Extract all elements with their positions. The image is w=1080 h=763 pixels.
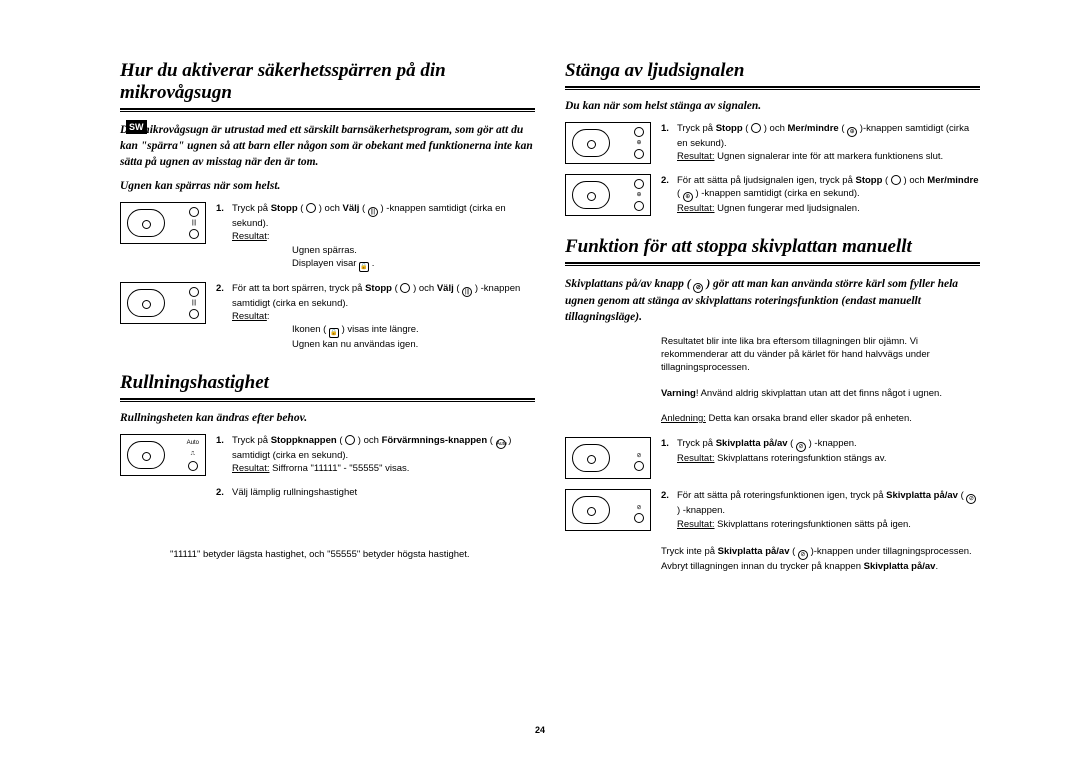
safety-intro: Din mikrovågsugn är utrustad med ett sär… <box>120 122 535 170</box>
step-text: Tryck på Stoppknappen ( ) och Förvärmnin… <box>232 434 535 476</box>
roll-step-2: 2. Välj lämplig rullningshastighet <box>120 486 535 528</box>
step-number: 2. <box>661 489 677 502</box>
step-number: 2. <box>216 282 232 295</box>
step-number: 2. <box>216 486 232 499</box>
turntable-icon: ⊘ <box>798 550 808 560</box>
turntable-title: Funktion för att stoppa skivplattan manu… <box>565 236 980 258</box>
sound-title: Stänga av ljudsignalen <box>565 60 980 82</box>
panel-illustration: ⊕ <box>565 122 651 164</box>
turntable-icon: ⊘ <box>796 442 806 452</box>
safety-sub: Ugnen kan spärras när som helst. <box>120 180 535 192</box>
step-text: För att sätta på roteringsfunktionen ige… <box>677 489 980 531</box>
step-number: 2. <box>661 174 677 187</box>
safety-title: Hur du aktiverar säkerhetsspärren på din… <box>120 60 535 104</box>
moreless-icon: ⊕ <box>847 127 857 137</box>
turntable-note1: Resultatet blir inte lika bra eftersom t… <box>661 335 980 375</box>
select-icon: ||| <box>462 287 472 297</box>
sound-step-2: ⊕ 2. För att sätta på ljudsignalen igen,… <box>565 174 980 216</box>
step-number: 1. <box>216 434 232 447</box>
step-text: Tryck på Skivplatta på/av ( ⊘ ) -knappen… <box>677 437 980 465</box>
turntable-warning: Varning! Använd aldrig skivplattan utan … <box>661 387 980 400</box>
panel-illustration: ⊘ <box>565 489 651 531</box>
page: Hur du aktiverar säkerhetsspärren på din… <box>120 60 980 594</box>
language-tag: SW <box>126 120 147 134</box>
stop-icon <box>400 283 410 293</box>
turntable-footnote: Tryck inte på Skivplatta på/av ( ⊘ )-kna… <box>661 545 980 573</box>
safety-step-1: ||| 1. Tryck på Stopp ( ) och Välj ( |||… <box>120 202 535 272</box>
section-safety-lock: Hur du aktiverar säkerhetsspärren på din… <box>120 60 535 352</box>
section-turntable: Funktion för att stoppa skivplattan manu… <box>565 236 980 574</box>
lock-icon: 🔒 <box>329 328 339 338</box>
select-icon: ||| <box>368 207 378 217</box>
step-text: Välj lämplig rullningshastighet <box>232 486 535 499</box>
turntable-reason: Anledning: Detta kan orsaka brand eller … <box>661 412 980 425</box>
step-text: Tryck på Stopp ( ) och Välj ( ||| ) -kna… <box>232 202 535 272</box>
step-number: 1. <box>661 122 677 135</box>
rule-divider <box>565 262 980 266</box>
stop-icon <box>306 203 316 213</box>
sound-sub: Du kan när som helst stänga av signalen. <box>565 100 980 112</box>
step-text: För att sätta på ljudsignalen igen, tryc… <box>677 174 980 216</box>
rule-divider <box>120 108 535 112</box>
step-number: 1. <box>661 437 677 450</box>
turntable-icon: ⊘ <box>693 283 703 293</box>
safety-step-2: ||| 2. För att ta bort spärren, tryck på… <box>120 282 535 352</box>
panel-illustration: ⊕ <box>565 174 651 216</box>
right-column: Stänga av ljudsignalen Du kan när som he… <box>565 60 980 594</box>
turntable-step-2: ⊘ 2. För att sätta på roteringsfunktione… <box>565 489 980 531</box>
page-number: 24 <box>535 725 545 735</box>
roll-step-1: Auto⎍ 1. Tryck på Stoppknappen ( ) och F… <box>120 434 535 476</box>
turntable-intro: Skivplattans på/av knapp ( ⊘ ) gör att m… <box>565 276 980 325</box>
panel-illustration: ⊘ <box>565 437 651 479</box>
sound-step-1: ⊕ 1. Tryck på Stopp ( ) och Mer/mindre (… <box>565 122 980 164</box>
rule-divider <box>565 86 980 90</box>
turntable-icon: ⊘ <box>966 494 976 504</box>
roll-sub: Rullningsheten kan ändras efter behov. <box>120 412 535 424</box>
moreless-icon: ⊕ <box>683 192 693 202</box>
panel-illustration: ||| <box>120 202 206 244</box>
stop-icon <box>345 435 355 445</box>
preheat-icon: Auto <box>496 439 506 449</box>
section-rolling-speed: Rullningshastighet Rullningsheten kan än… <box>120 372 535 561</box>
roll-title: Rullningshastighet <box>120 372 535 394</box>
step-number: 1. <box>216 202 232 215</box>
stop-icon <box>891 175 901 185</box>
rule-divider <box>120 398 535 402</box>
left-column: Hur du aktiverar säkerhetsspärren på din… <box>120 60 535 594</box>
roll-note: "11111" betyder lägsta hastighet, och "5… <box>170 548 535 561</box>
panel-illustration: ||| <box>120 282 206 324</box>
step-text: För att ta bort spärren, tryck på Stopp … <box>232 282 535 352</box>
step-text: Tryck på Stopp ( ) och Mer/mindre ( ⊕ )-… <box>677 122 980 164</box>
section-sound-off: Stänga av ljudsignalen Du kan när som he… <box>565 60 980 216</box>
turntable-step-1: ⊘ 1. Tryck på Skivplatta på/av ( ⊘ ) -kn… <box>565 437 980 479</box>
stop-icon <box>751 123 761 133</box>
panel-illustration: Auto⎍ <box>120 434 206 476</box>
lock-icon: 🔒 <box>359 262 369 272</box>
